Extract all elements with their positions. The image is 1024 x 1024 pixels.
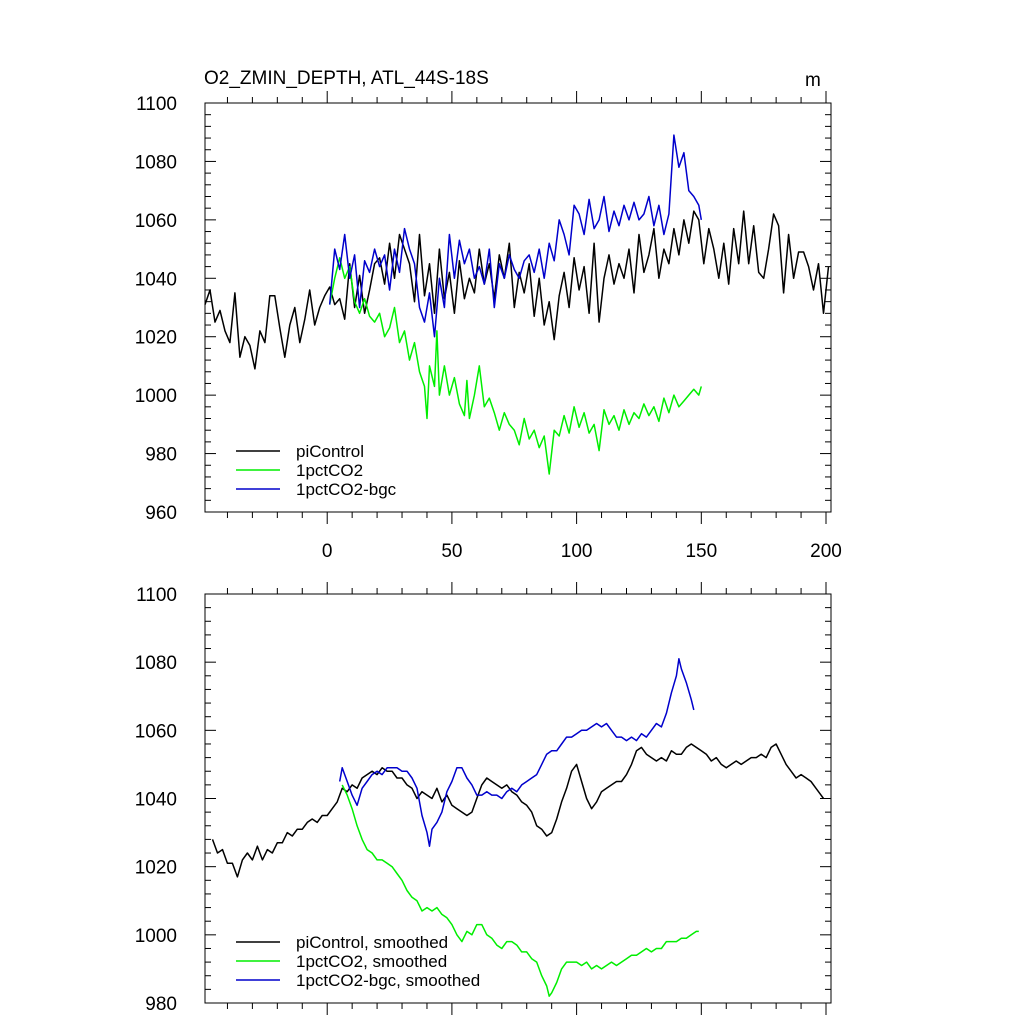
y-tick-label: 1020 xyxy=(135,858,177,879)
y-tick-label: 1020 xyxy=(135,328,177,349)
series-line-1pctco2-bgc xyxy=(328,134,703,338)
y-tick-label: 960 xyxy=(145,503,177,524)
top-panel: 960 980 1000 1020 1040 1060 1080 1100 0 50 100 150 2… xyxy=(135,91,842,562)
bottom-panel: 980 1000 1020 1040 1060 1080 1100 piControl, sm… xyxy=(135,582,832,1015)
legend-label: 1pctCO2 xyxy=(296,461,363,480)
plot-frame xyxy=(204,102,832,513)
x-tick-label: 50 xyxy=(441,541,462,562)
y-tick-label: 1100 xyxy=(136,585,177,606)
chart-title: O2_ZMIN_DEPTH, ATL_44S-18S xyxy=(204,68,489,89)
y-tick-label: 980 xyxy=(145,994,177,1015)
series-line-1pctco2 xyxy=(328,257,703,475)
legend-label: 1pctCO2-bgc xyxy=(296,480,397,499)
y-tick-label: 1000 xyxy=(135,386,177,407)
x-tick-label: 0 xyxy=(322,541,333,562)
units-label: m xyxy=(805,70,821,91)
series-line-1pctco2-bgc-smoothed xyxy=(338,658,695,847)
series-line-1pctco2-smoothed xyxy=(341,784,699,997)
series-line-picontrol xyxy=(204,210,830,370)
x-tick-label: 200 xyxy=(810,541,842,562)
y-tick-label: 1040 xyxy=(135,269,177,290)
series-line-picontrol-smoothed xyxy=(211,743,825,878)
x-tick-label: 150 xyxy=(685,541,717,562)
legend-label: 1pctCO2-bgc, smoothed xyxy=(296,971,480,990)
x-tick-label: 100 xyxy=(561,541,593,562)
y-tick-label: 1000 xyxy=(135,926,177,947)
y-tick-label: 1060 xyxy=(135,721,177,742)
legend-label: piControl, smoothed xyxy=(296,933,448,952)
y-tick-label: 980 xyxy=(145,445,177,466)
y-tick-label: 1100 xyxy=(136,94,177,115)
legend-label: piControl xyxy=(296,442,364,461)
legend-label: 1pctCO2, smoothed xyxy=(296,952,447,971)
y-tick-label: 1080 xyxy=(135,653,177,674)
y-tick-label: 1040 xyxy=(135,790,177,811)
y-tick-label: 1080 xyxy=(135,152,177,173)
y-tick-label: 1060 xyxy=(135,211,177,232)
